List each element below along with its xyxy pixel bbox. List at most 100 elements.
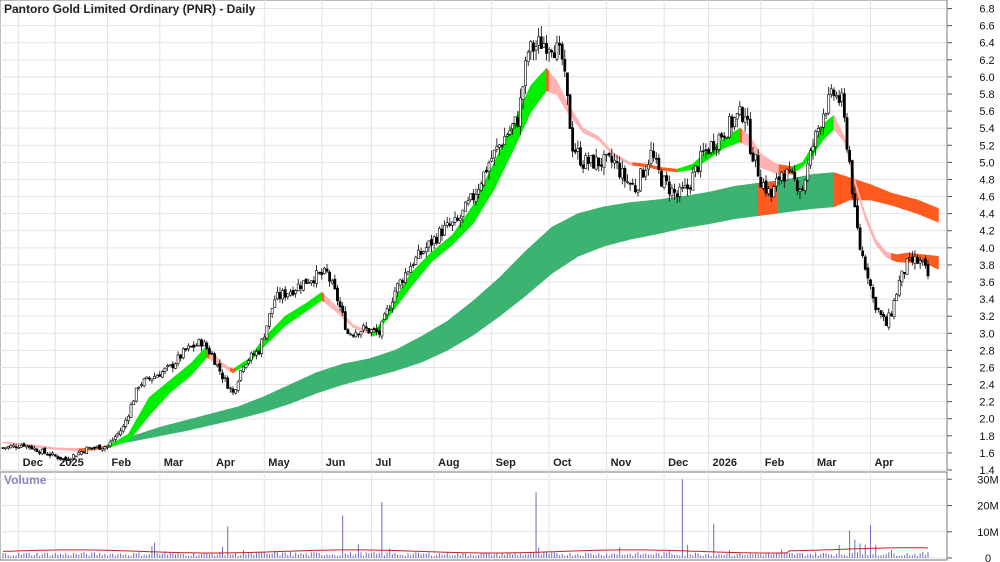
candle-up xyxy=(79,451,83,455)
short-ribbon-segment xyxy=(682,166,686,172)
date-tick-label: Apr xyxy=(875,457,895,469)
short-ribbon-segment xyxy=(151,392,155,414)
long-ribbon-segment xyxy=(922,201,926,218)
candle-up xyxy=(176,354,180,364)
candle-down xyxy=(304,278,308,284)
long-ribbon-segment xyxy=(371,356,375,378)
candle-down xyxy=(573,149,577,153)
long-ribbon-segment xyxy=(616,203,620,244)
candle-up xyxy=(555,42,559,60)
candle-up xyxy=(129,404,133,418)
candle-down xyxy=(440,228,444,237)
date-tick-label: Sep xyxy=(496,457,516,469)
short-ribbon-segment xyxy=(433,247,438,261)
short-ribbon-segment xyxy=(295,307,299,320)
candle-down xyxy=(64,456,68,461)
candle-up xyxy=(908,257,912,260)
candle-up xyxy=(385,308,389,315)
short-ribbon-segment xyxy=(65,447,69,451)
short-ribbon-segment xyxy=(465,211,469,232)
short-ribbon-segment xyxy=(188,362,192,379)
long-ribbon-segment xyxy=(245,402,249,418)
date-tick-label: Aug xyxy=(438,457,459,469)
candle-up xyxy=(100,448,104,451)
long-ribbon-segment xyxy=(763,182,767,216)
short-ribbon-segment xyxy=(185,364,189,381)
long-ribbon-segment xyxy=(493,279,498,321)
short-ribbon-segment xyxy=(674,168,678,173)
long-ribbon-segment xyxy=(909,197,913,213)
long-ribbon-segment xyxy=(407,341,411,368)
long-ribbon-segment xyxy=(906,196,911,212)
short-ribbon-segment xyxy=(935,255,939,270)
short-ribbon-segment xyxy=(760,153,764,170)
long-ribbon-segment xyxy=(311,373,315,396)
long-ribbon-segment xyxy=(919,200,924,217)
candle-up xyxy=(547,49,551,53)
long-ribbon-segment xyxy=(747,183,751,218)
price-tick-label: 1.8 xyxy=(979,431,994,443)
long-ribbon-segment xyxy=(577,212,581,257)
candle-up xyxy=(626,181,629,183)
long-ribbon-segment xyxy=(875,186,879,203)
date-tick-label: Dec xyxy=(23,457,43,469)
candle-up xyxy=(12,444,15,448)
candle-down xyxy=(871,287,875,299)
candle-up xyxy=(743,116,747,123)
long-ribbon-segment xyxy=(373,355,377,377)
long-ribbon-segment xyxy=(653,199,657,236)
price-tick-label: 2.0 xyxy=(979,414,994,426)
candle-up xyxy=(840,92,844,102)
long-ribbon-segment xyxy=(870,184,874,201)
candle-down xyxy=(874,297,878,311)
candle-up xyxy=(383,313,386,320)
price-tick-label: 5.4 xyxy=(979,123,994,135)
candle-up xyxy=(613,159,616,164)
candle-up xyxy=(108,441,112,447)
short-ribbon-segment xyxy=(149,394,153,417)
short-ribbon-segment xyxy=(164,381,168,399)
long-ribbon-segment xyxy=(548,226,553,277)
long-ribbon-segment xyxy=(621,203,626,242)
candle-down xyxy=(571,127,575,152)
candle-up xyxy=(388,309,392,311)
candle-up xyxy=(6,446,10,449)
candle-up xyxy=(487,162,491,172)
long-ribbon-segment xyxy=(423,333,427,362)
long-ribbon-segment xyxy=(342,363,346,385)
candle-down xyxy=(764,180,768,194)
candle-up xyxy=(464,201,467,212)
long-ribbon-segment xyxy=(230,407,234,421)
long-ribbon-segment xyxy=(629,201,634,240)
candle-down xyxy=(832,89,836,96)
candle-up xyxy=(296,283,300,292)
short-ribbon-segment xyxy=(739,127,743,144)
long-ribbon-segment xyxy=(593,208,597,251)
candle-up xyxy=(775,177,778,187)
long-ribbon-segment xyxy=(433,326,438,357)
long-ribbon-segment xyxy=(669,197,673,232)
long-ribbon-segment xyxy=(282,386,286,407)
short-ribbon-segment xyxy=(744,131,749,146)
candle-down xyxy=(610,155,614,163)
long-ribbon-segment xyxy=(684,195,688,229)
candle-down xyxy=(147,377,151,380)
date-tick-label: 2025 xyxy=(59,457,83,469)
short-ribbon-segment xyxy=(47,446,51,450)
volume-panel-title: Volume xyxy=(4,473,47,487)
long-ribbon-segment xyxy=(512,261,516,307)
candle-up xyxy=(803,179,807,191)
candle-up xyxy=(95,445,99,448)
candle-down xyxy=(312,280,316,284)
long-ribbon-segment xyxy=(185,419,189,432)
short-ribbon-segment xyxy=(287,312,291,325)
candle-up xyxy=(244,364,248,368)
long-ribbon-segment xyxy=(574,213,579,259)
candle-up xyxy=(404,272,407,283)
candle-up xyxy=(905,258,909,275)
candle-down xyxy=(592,154,595,169)
long-ribbon-segment xyxy=(595,207,600,250)
candle-up xyxy=(542,43,546,48)
short-ribbon-segment xyxy=(172,375,176,391)
short-ribbon-segment xyxy=(36,445,40,448)
